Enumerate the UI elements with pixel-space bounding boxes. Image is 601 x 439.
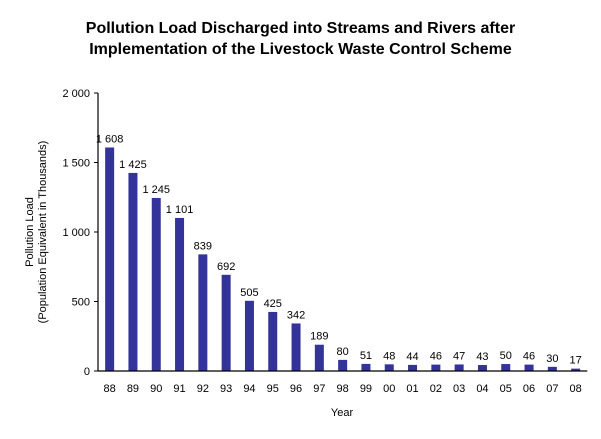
y-tick-label: 0	[84, 366, 90, 378]
y-tick-label: 500	[72, 297, 90, 309]
x-tick-label: 91	[173, 383, 185, 395]
x-tick-label: 01	[406, 383, 418, 395]
bar-93	[221, 274, 231, 371]
x-tick-label: 06	[523, 383, 535, 395]
bar-96	[291, 323, 301, 371]
x-tick-label: 99	[360, 383, 372, 395]
bar-94	[244, 300, 254, 371]
data-label: 48	[383, 350, 395, 362]
x-tick-label: 00	[383, 383, 395, 395]
x-tick-label: 05	[500, 383, 512, 395]
x-tick-label: 07	[546, 383, 558, 395]
data-label: 189	[310, 331, 328, 343]
bar-05	[501, 364, 511, 371]
data-label: 692	[217, 261, 235, 273]
data-label: 505	[240, 287, 258, 299]
data-label: 425	[264, 298, 282, 310]
x-tick-label: 95	[267, 383, 279, 395]
data-label: 51	[360, 350, 372, 362]
data-label: 839	[194, 240, 212, 252]
chart-title: Pollution Load Discharged into Streams a…	[0, 18, 601, 60]
data-label: 43	[476, 351, 488, 363]
x-tick-label: 88	[104, 383, 116, 395]
x-tick-label: 97	[313, 383, 325, 395]
data-label: 1 608	[96, 133, 124, 145]
x-tick-label: 92	[197, 383, 209, 395]
data-label: 1 425	[119, 159, 147, 171]
bar-06	[524, 364, 534, 371]
bar-07	[547, 366, 557, 371]
data-label: 47	[453, 350, 465, 362]
bar-95	[268, 311, 278, 371]
data-label: 30	[546, 353, 558, 365]
data-label: 17	[570, 355, 582, 367]
bar-88	[105, 147, 115, 371]
bar-00	[384, 364, 394, 371]
x-tick-label: 03	[453, 383, 465, 395]
y-tick-label: 1 500	[62, 158, 90, 170]
data-label: 46	[523, 351, 535, 363]
bar-03	[454, 364, 464, 371]
bar-98	[338, 359, 348, 371]
x-tick-label: 90	[150, 383, 162, 395]
x-tick-label: 94	[243, 383, 255, 395]
y-tick-label: 2 000	[62, 88, 90, 100]
x-axis-label: Year	[331, 407, 354, 419]
x-tick-label: 04	[476, 383, 488, 395]
data-label: 46	[430, 351, 442, 363]
bar-02	[431, 364, 441, 371]
y-axis-label-line-1: Pollution Load	[24, 197, 36, 267]
data-label: 342	[287, 309, 305, 321]
data-label: 80	[337, 346, 349, 358]
chart-title-line-1: Pollution Load Discharged into Streams a…	[85, 20, 516, 37]
x-tick-label: 93	[220, 383, 232, 395]
y-axis-label-line-2: (Population Equivalent in Thousands)	[37, 141, 49, 324]
data-label: 44	[406, 351, 418, 363]
data-label: 1 245	[142, 184, 170, 196]
data-label: 1 101	[166, 204, 194, 216]
bar-99	[361, 363, 371, 371]
x-tick-label: 08	[570, 383, 582, 395]
chart-title-line-2: Implementation of the Livestock Waste Co…	[89, 41, 512, 58]
bar-01	[408, 364, 418, 371]
x-tick-label: 98	[337, 383, 349, 395]
bar-89	[128, 172, 138, 371]
x-tick-label: 02	[430, 383, 442, 395]
bar-97	[314, 344, 324, 371]
bar-91	[175, 217, 185, 371]
bar-04	[477, 365, 487, 371]
bar-08	[571, 368, 581, 371]
data-label: 50	[500, 350, 512, 362]
x-tick-label: 96	[290, 383, 302, 395]
y-tick-label: 1 000	[62, 227, 90, 239]
bar-92	[198, 254, 208, 371]
bar-90	[151, 197, 161, 371]
x-tick-label: 89	[127, 383, 139, 395]
